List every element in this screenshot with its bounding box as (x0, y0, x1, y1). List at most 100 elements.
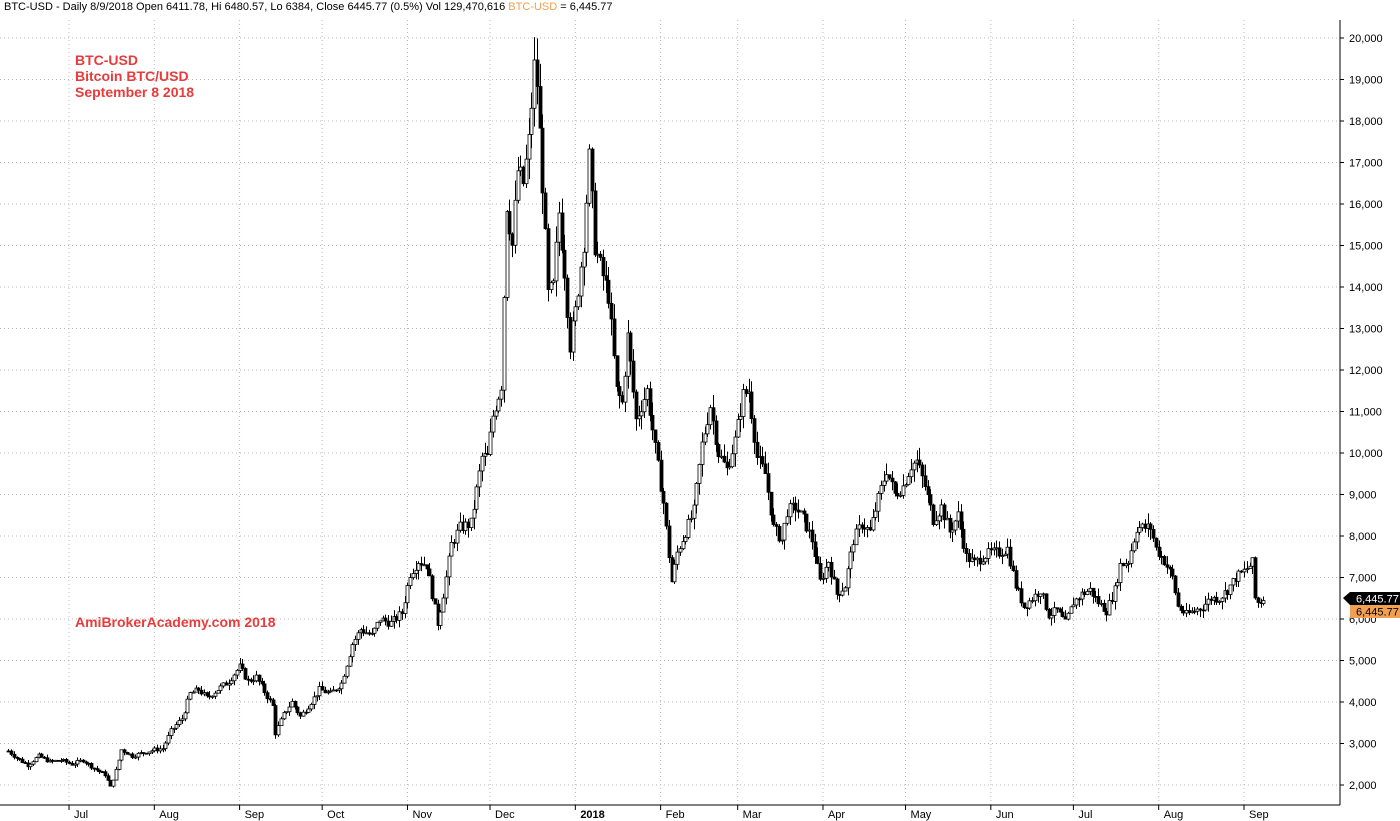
candle-body (229, 680, 234, 685)
candle-body (637, 415, 642, 420)
candle-body (1203, 603, 1208, 611)
candle-body (893, 481, 898, 494)
candle-body (433, 598, 438, 605)
y-tick-label: 7,000 (1349, 573, 1377, 585)
candle-body (928, 494, 933, 506)
x-tick-label: May (911, 809, 932, 821)
candle-body (361, 629, 366, 634)
candle-body (793, 502, 798, 511)
x-tick-label: 2018 (580, 809, 604, 821)
candle-body (884, 474, 889, 482)
candle-body (1069, 606, 1074, 614)
candle-body (480, 455, 485, 472)
x-tick-label: Mar (743, 809, 762, 821)
candle-body (1022, 602, 1027, 608)
candle-body (716, 444, 721, 458)
candle-body (1176, 592, 1181, 607)
candle-body (818, 563, 823, 580)
candle-body (1113, 585, 1118, 602)
candle-body (103, 771, 108, 777)
candle-body (117, 759, 122, 770)
candle-body (427, 568, 432, 577)
candle-body (719, 455, 724, 458)
candle-body (397, 611, 402, 621)
y-tick-label: 14,000 (1349, 282, 1383, 294)
candle-body (1044, 593, 1049, 610)
candle-body (70, 762, 75, 766)
candle-body (130, 753, 135, 758)
candle-body (1014, 570, 1019, 589)
candle-body (846, 568, 851, 589)
candle-body (631, 360, 636, 393)
y-tick-label: 17,000 (1349, 158, 1383, 170)
candle-body (1143, 523, 1148, 529)
candle-body (210, 695, 215, 698)
candle-body (188, 692, 193, 700)
candle-body (1074, 598, 1079, 606)
candle-body (100, 771, 105, 774)
candle-body (843, 587, 848, 592)
candle-body (879, 485, 884, 494)
candle-body (945, 517, 950, 521)
candle-body (744, 389, 749, 394)
candle-body (623, 375, 628, 403)
candle-body (282, 711, 287, 720)
x-tick-label: Oct (327, 809, 344, 821)
candle-body (730, 453, 735, 468)
candle-body (898, 494, 903, 497)
candle-body (1245, 568, 1250, 571)
candle-body (686, 519, 691, 538)
candle-body (306, 708, 311, 713)
candle-body (375, 621, 380, 629)
candle-body (1041, 593, 1046, 596)
candle-body (854, 528, 859, 546)
candle-body (1063, 616, 1068, 620)
y-tick-label: 4,000 (1349, 697, 1377, 709)
candle-body (972, 557, 977, 561)
candle-body (472, 508, 477, 519)
candle-body (1137, 527, 1142, 533)
x-tick-label: Apr (828, 809, 845, 821)
candle-body (961, 528, 966, 549)
y-tick-label: 15,000 (1349, 241, 1383, 253)
candle-body (934, 520, 939, 525)
candle-body (34, 757, 39, 763)
candle-body (92, 767, 97, 770)
candle-body (491, 415, 496, 433)
candle-body (166, 735, 171, 744)
candle-body (521, 166, 526, 185)
candle-body (532, 59, 537, 109)
candle-body (595, 253, 600, 256)
candle-body (923, 475, 928, 488)
candle-body (997, 547, 1002, 557)
candle-body (422, 564, 427, 567)
candle-body (119, 749, 124, 761)
price-series (6, 37, 1266, 788)
symbol-close-tag: 6,445.77 (1350, 605, 1400, 619)
candle-body (158, 748, 163, 752)
candle-body (196, 687, 201, 691)
candle-body (243, 668, 248, 680)
candle-body (284, 711, 289, 714)
candle-body (430, 575, 435, 600)
x-axis-ticks: Jul Aug Sep Oct Nov Dec 2018 Feb Mar Apr May Jun Jul… (68, 805, 1269, 821)
annotation-line-1: BTC-USD (75, 52, 138, 68)
candle-body (254, 674, 259, 682)
candle-body (815, 556, 820, 564)
candle-body (513, 199, 518, 246)
candle-body (656, 442, 661, 461)
x-tick-label: Jun (996, 809, 1014, 821)
candle-body (1173, 575, 1178, 594)
watermark-text: AmiBrokerAcademy.com 2018 (75, 614, 276, 630)
candle-body (1121, 562, 1126, 567)
candle-body (1157, 546, 1162, 557)
candle-body (1256, 597, 1261, 603)
candle-body (235, 670, 240, 676)
candle-body (1181, 610, 1186, 614)
candle-body (983, 558, 988, 563)
candle-body (207, 695, 212, 698)
candle-body (394, 616, 399, 621)
candle-body (642, 399, 647, 413)
candle-body (61, 759, 66, 761)
